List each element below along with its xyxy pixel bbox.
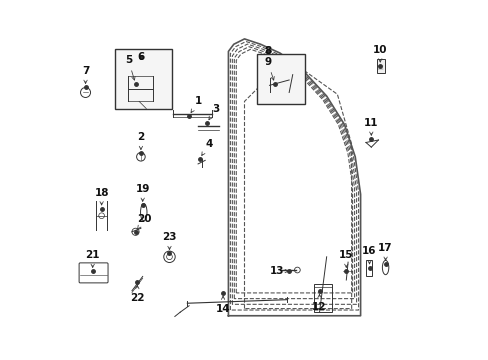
- Text: 16: 16: [362, 247, 376, 264]
- Bar: [313, 284, 331, 312]
- Text: 10: 10: [372, 45, 386, 62]
- Text: 6: 6: [137, 52, 144, 62]
- FancyBboxPatch shape: [115, 49, 172, 109]
- Text: 5: 5: [124, 55, 135, 80]
- Text: 8: 8: [264, 46, 271, 57]
- Text: 21: 21: [85, 250, 100, 267]
- Text: 4: 4: [202, 139, 212, 156]
- Text: 14: 14: [215, 296, 230, 314]
- Text: 1: 1: [191, 96, 201, 113]
- Text: 11: 11: [364, 118, 378, 135]
- Text: 2: 2: [137, 132, 144, 149]
- FancyBboxPatch shape: [257, 54, 305, 104]
- Text: 17: 17: [378, 243, 392, 260]
- Text: 23: 23: [162, 232, 176, 249]
- Text: 9: 9: [264, 57, 274, 80]
- Text: 12: 12: [312, 294, 326, 312]
- Text: 19: 19: [135, 184, 150, 201]
- Text: 13: 13: [269, 266, 288, 276]
- Text: 7: 7: [81, 66, 89, 84]
- Bar: [376, 59, 384, 73]
- Text: 22: 22: [130, 285, 144, 303]
- Text: 3: 3: [208, 104, 219, 120]
- Text: 18: 18: [94, 188, 109, 205]
- Bar: [365, 260, 372, 276]
- Text: 15: 15: [338, 250, 353, 267]
- Text: 20: 20: [137, 214, 151, 229]
